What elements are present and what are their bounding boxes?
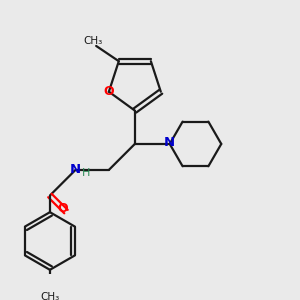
Text: H: H	[82, 168, 91, 178]
Text: CH₃: CH₃	[40, 292, 59, 300]
Text: CH₃: CH₃	[83, 36, 103, 46]
Text: N: N	[164, 136, 175, 149]
Text: O: O	[103, 85, 114, 98]
Text: N: N	[70, 163, 81, 176]
Text: O: O	[58, 202, 68, 215]
